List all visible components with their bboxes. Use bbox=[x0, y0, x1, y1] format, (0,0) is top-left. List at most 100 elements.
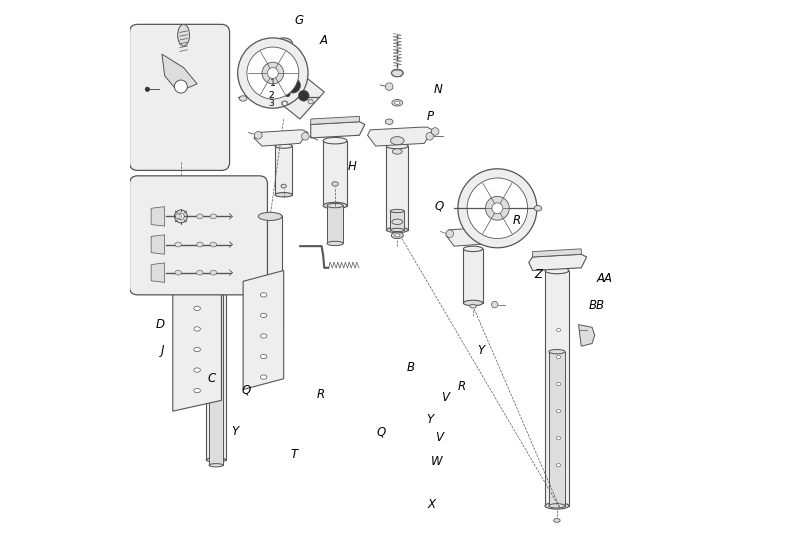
Ellipse shape bbox=[261, 293, 267, 297]
Text: N: N bbox=[434, 83, 442, 96]
Ellipse shape bbox=[323, 137, 347, 144]
Circle shape bbox=[178, 213, 184, 220]
Circle shape bbox=[267, 68, 278, 78]
Polygon shape bbox=[323, 141, 347, 206]
Circle shape bbox=[286, 78, 301, 93]
Ellipse shape bbox=[394, 234, 400, 237]
Ellipse shape bbox=[209, 464, 223, 467]
Text: 2: 2 bbox=[269, 91, 274, 100]
Ellipse shape bbox=[258, 213, 282, 220]
Polygon shape bbox=[578, 325, 594, 346]
Ellipse shape bbox=[275, 193, 292, 197]
Polygon shape bbox=[390, 211, 404, 230]
Ellipse shape bbox=[308, 100, 314, 104]
Polygon shape bbox=[545, 270, 569, 506]
Circle shape bbox=[431, 128, 439, 135]
Text: A: A bbox=[319, 34, 327, 47]
Ellipse shape bbox=[209, 242, 223, 245]
Ellipse shape bbox=[556, 464, 561, 467]
Ellipse shape bbox=[194, 388, 200, 393]
Ellipse shape bbox=[545, 503, 569, 509]
Text: Y: Y bbox=[231, 425, 238, 438]
Polygon shape bbox=[151, 263, 165, 282]
Text: Y: Y bbox=[426, 413, 434, 426]
Polygon shape bbox=[446, 227, 500, 246]
Text: H: H bbox=[348, 160, 357, 173]
Polygon shape bbox=[310, 116, 359, 124]
Ellipse shape bbox=[463, 300, 482, 306]
Ellipse shape bbox=[556, 382, 561, 386]
Ellipse shape bbox=[175, 242, 182, 247]
Ellipse shape bbox=[258, 213, 282, 221]
Ellipse shape bbox=[197, 270, 203, 275]
Text: 2: 2 bbox=[269, 91, 274, 100]
Polygon shape bbox=[529, 254, 586, 270]
Ellipse shape bbox=[391, 232, 403, 239]
Ellipse shape bbox=[391, 69, 403, 77]
Ellipse shape bbox=[206, 225, 226, 229]
Text: J: J bbox=[162, 344, 165, 357]
Text: C: C bbox=[208, 372, 216, 385]
Circle shape bbox=[282, 101, 287, 105]
Ellipse shape bbox=[261, 375, 267, 379]
Polygon shape bbox=[273, 70, 324, 119]
Circle shape bbox=[174, 80, 187, 93]
Ellipse shape bbox=[210, 214, 217, 219]
Text: Y: Y bbox=[478, 344, 485, 357]
Text: Q: Q bbox=[241, 383, 250, 396]
Polygon shape bbox=[367, 127, 433, 146]
Ellipse shape bbox=[194, 368, 200, 372]
Polygon shape bbox=[327, 206, 343, 243]
Ellipse shape bbox=[239, 96, 247, 101]
Text: 1: 1 bbox=[270, 80, 276, 88]
Ellipse shape bbox=[206, 458, 226, 462]
Polygon shape bbox=[386, 146, 408, 230]
Text: AA: AA bbox=[597, 272, 613, 285]
Ellipse shape bbox=[178, 24, 190, 46]
Ellipse shape bbox=[275, 38, 292, 49]
Ellipse shape bbox=[386, 227, 408, 233]
Ellipse shape bbox=[386, 119, 393, 124]
Circle shape bbox=[238, 38, 308, 108]
Ellipse shape bbox=[323, 202, 347, 209]
Circle shape bbox=[174, 210, 187, 223]
Ellipse shape bbox=[261, 313, 267, 318]
Text: B: B bbox=[407, 361, 415, 374]
Ellipse shape bbox=[545, 267, 569, 274]
Ellipse shape bbox=[556, 437, 561, 440]
Ellipse shape bbox=[392, 100, 402, 106]
Polygon shape bbox=[173, 270, 222, 411]
Ellipse shape bbox=[332, 182, 338, 186]
Polygon shape bbox=[151, 235, 165, 254]
Circle shape bbox=[492, 203, 502, 214]
Text: R: R bbox=[512, 214, 520, 227]
Text: R: R bbox=[317, 388, 325, 401]
Ellipse shape bbox=[197, 242, 203, 247]
Ellipse shape bbox=[194, 347, 200, 352]
Polygon shape bbox=[533, 249, 582, 257]
Ellipse shape bbox=[281, 184, 286, 188]
Ellipse shape bbox=[392, 219, 402, 225]
Circle shape bbox=[254, 131, 262, 139]
Ellipse shape bbox=[386, 143, 408, 149]
Circle shape bbox=[486, 196, 510, 220]
Text: Q: Q bbox=[377, 425, 386, 438]
Ellipse shape bbox=[394, 101, 400, 104]
Ellipse shape bbox=[549, 504, 565, 508]
Ellipse shape bbox=[258, 327, 282, 333]
Ellipse shape bbox=[470, 304, 476, 308]
Ellipse shape bbox=[175, 214, 182, 219]
Polygon shape bbox=[310, 122, 365, 138]
Ellipse shape bbox=[549, 349, 565, 354]
FancyBboxPatch shape bbox=[130, 176, 267, 295]
Text: D: D bbox=[156, 318, 165, 331]
Text: P: P bbox=[426, 110, 434, 123]
Ellipse shape bbox=[327, 241, 343, 246]
Polygon shape bbox=[254, 130, 308, 146]
Ellipse shape bbox=[261, 354, 267, 359]
Circle shape bbox=[446, 230, 454, 237]
Ellipse shape bbox=[390, 209, 404, 213]
Circle shape bbox=[247, 47, 299, 99]
Text: 1: 1 bbox=[270, 80, 276, 88]
Text: W: W bbox=[430, 455, 442, 468]
